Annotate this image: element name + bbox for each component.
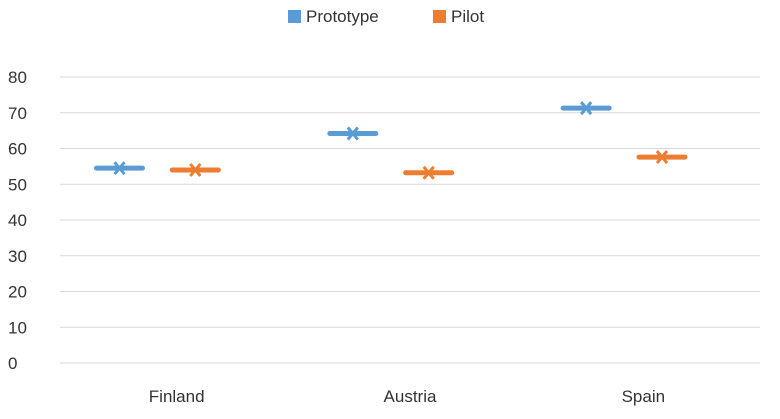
legend-swatch-pilot: [433, 10, 446, 23]
y-tick-label: 40: [8, 211, 27, 230]
x-tick-label: Austria: [384, 387, 437, 406]
legend-label-pilot: Pilot: [451, 7, 484, 26]
y-axis: 0 10 20 30 40 50 60 70 80: [8, 68, 27, 373]
gridlines: [60, 76, 760, 364]
data-point-prototype-finland: [94, 161, 145, 176]
data-marks: [94, 101, 688, 180]
y-tick-label: 70: [8, 104, 27, 123]
y-tick-label: 80: [8, 68, 27, 87]
data-point-prototype-austria: [327, 126, 379, 141]
x-tick-label: Spain: [622, 387, 665, 406]
legend: Prototype Pilot: [288, 7, 484, 26]
y-tick-label: 20: [8, 283, 27, 302]
x-tick-label: Finland: [149, 387, 205, 406]
legend-swatch-prototype: [288, 10, 301, 23]
x-axis: Finland Austria Spain: [149, 387, 665, 406]
y-tick-label: 50: [8, 175, 27, 194]
legend-label-prototype: Prototype: [306, 7, 379, 26]
data-point-pilot-austria: [403, 165, 455, 180]
data-point-prototype-spain: [560, 101, 612, 116]
data-point-pilot-finland: [169, 162, 221, 177]
y-tick-label: 10: [8, 318, 27, 337]
y-tick-label: 30: [8, 247, 27, 266]
data-point-pilot-spain: [636, 150, 688, 165]
y-tick-label: 60: [8, 140, 27, 159]
y-tick-label: 0: [8, 354, 17, 373]
